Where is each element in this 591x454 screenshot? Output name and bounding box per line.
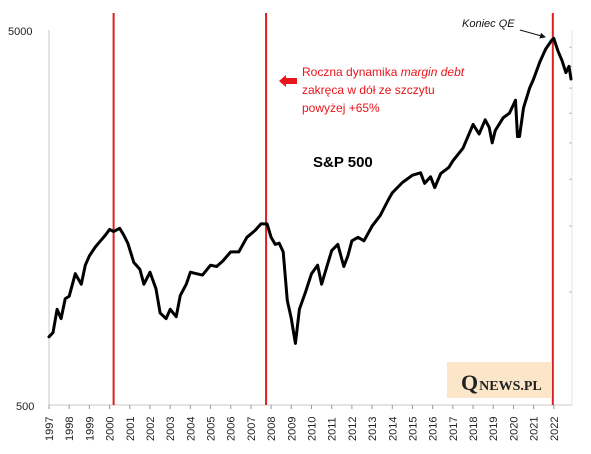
annotation-line2: zakręca w dół ze szczytu [302,83,435,97]
x-tick-2022: 2022 [549,417,561,441]
x-tick-2005: 2005 [206,417,218,441]
koniec-qe-label: Koniec QE [462,18,515,30]
x-tick-2014: 2014 [387,417,399,441]
series-label-sp500: S&P 500 [313,154,373,171]
x-tick-2009: 2009 [286,417,298,441]
right-axis-ticks [569,46,572,293]
sp500-series-line [47,36,573,345]
vertical-markers [112,13,554,405]
left-arrow-icon [279,75,297,87]
x-tick-1999: 1999 [84,417,96,441]
x-tick-2013: 2013 [367,417,379,441]
x-tick-1997: 1997 [44,417,56,441]
y-tick-5000: 5000 [8,26,32,38]
annotation-line3: powyżej +65% [302,101,380,115]
margin-debt-annotation: Roczna dynamika margin debt zakręca w dó… [279,65,465,115]
x-tick-2007: 2007 [246,417,258,441]
x-tick-1998: 1998 [64,417,76,441]
x-tick-2003: 2003 [165,417,177,441]
logo-text: QNEWS.PL [461,370,542,395]
x-tick-2020: 2020 [508,417,520,441]
x-tick-2004: 2004 [185,417,197,441]
koniec-qe-arrow [519,29,546,39]
x-tick-2011: 2011 [327,417,339,441]
annotation-line1: Roczna dynamika margin debt [302,65,465,79]
x-tick-2019: 2019 [488,417,500,441]
x-tick-2012: 2012 [347,417,359,441]
x-tick-2021: 2021 [529,417,541,441]
qnews-logo: QNEWS.PL [447,362,552,398]
x-tick-2017: 2017 [448,417,460,441]
x-tick-2008: 2008 [266,417,278,441]
x-tick-2016: 2016 [428,417,440,441]
x-tick-2010: 2010 [307,417,319,441]
x-tick-2001: 2001 [125,417,137,441]
x-tick-2018: 2018 [468,417,480,441]
x-tick-2006: 2006 [226,417,238,441]
x-tick-2002: 2002 [145,417,157,441]
x-tick-2015: 2015 [407,417,419,441]
x-tick-2000: 2000 [105,417,117,441]
y-tick-500: 500 [16,401,34,413]
x-axis-ticks: 1997 1998 1999 2000 2001 2002 2003 2004 2005 2006… [44,405,561,441]
